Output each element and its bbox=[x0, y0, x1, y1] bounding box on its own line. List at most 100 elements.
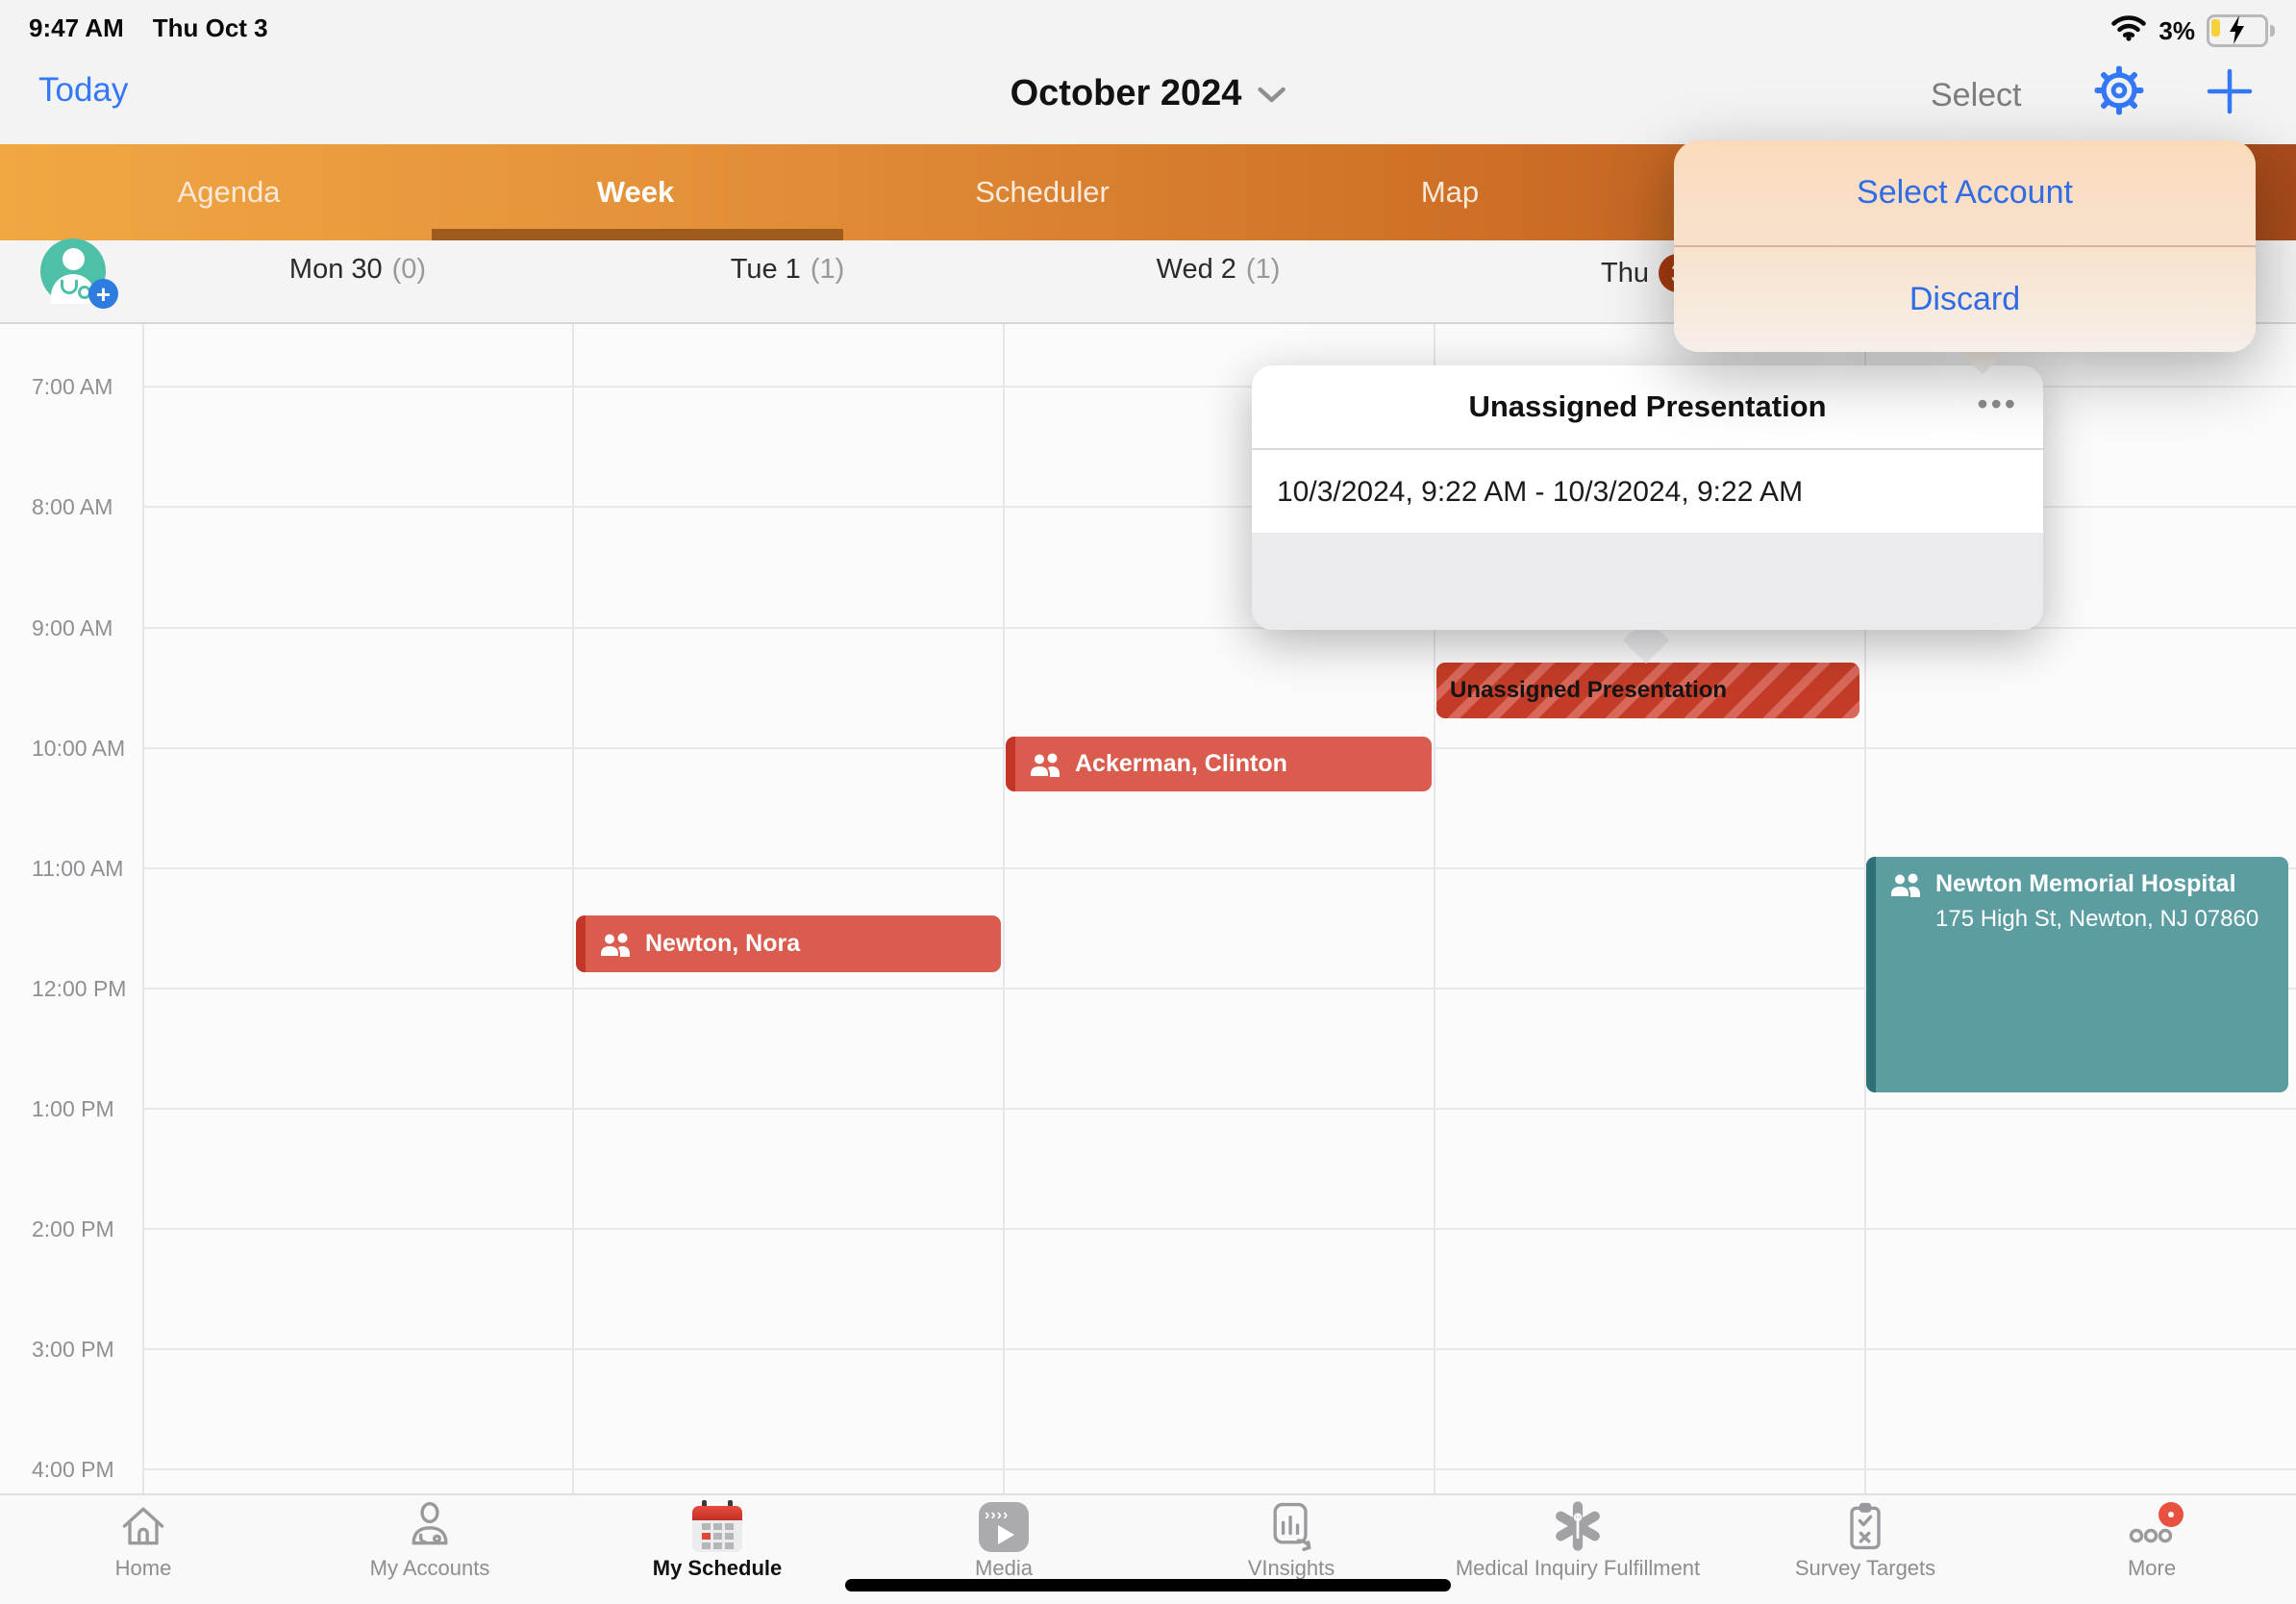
day-count: (1) bbox=[1245, 254, 1281, 285]
bottom-tab-more[interactable]: More bbox=[2009, 1498, 2295, 1581]
time-label: 3:00 PM bbox=[32, 1337, 114, 1362]
select-button[interactable]: Select bbox=[1931, 77, 2022, 113]
bottom-tab-label: More bbox=[2127, 1556, 2177, 1580]
my-schedule-icon bbox=[692, 1498, 742, 1554]
event-title: Ackerman, Clinton bbox=[1075, 750, 1287, 777]
media-icon: ›››› bbox=[979, 1498, 1029, 1554]
grid-vline bbox=[1003, 324, 1005, 1493]
avatar[interactable] bbox=[40, 238, 106, 304]
day-header-tue[interactable]: Tue 1 (1) bbox=[576, 254, 999, 286]
bottom-tab-label: Media bbox=[975, 1556, 1033, 1580]
bottom-tab-label: Home bbox=[114, 1556, 172, 1580]
event-detail-card: Unassigned Presentation ••• 10/3/2024, 9… bbox=[1252, 365, 2043, 630]
tab-map[interactable]: Map bbox=[1420, 175, 1480, 209]
medical-inquiry-icon bbox=[1551, 1498, 1605, 1554]
time-label: 7:00 AM bbox=[32, 374, 113, 399]
ellipsis-menu-button[interactable]: ••• bbox=[1977, 387, 2018, 421]
grid-vline bbox=[1434, 324, 1435, 1493]
status-date: Thu Oct 3 bbox=[152, 13, 268, 42]
grid-hline bbox=[142, 867, 2296, 869]
grid-hline bbox=[142, 1228, 2296, 1230]
bottom-tab-label: Survey Targets bbox=[1794, 1556, 1936, 1580]
context-popover: Select Account Discard bbox=[1674, 140, 2256, 352]
bottom-tab-home[interactable]: Home bbox=[0, 1498, 287, 1581]
wifi-icon bbox=[2110, 13, 2147, 48]
popover-divider bbox=[1674, 245, 2256, 247]
month-selector[interactable]: October 2024 bbox=[1011, 73, 1286, 114]
time-label: 11:00 AM bbox=[32, 856, 124, 881]
my-accounts-icon bbox=[403, 1498, 457, 1554]
grid-hline bbox=[142, 1468, 2296, 1470]
chevron-down-icon bbox=[1257, 87, 1285, 109]
today-button[interactable]: Today bbox=[38, 71, 129, 109]
grid-vline bbox=[142, 324, 144, 1493]
more-icon bbox=[2120, 1498, 2184, 1554]
time-label: 12:00 PM bbox=[32, 976, 127, 1001]
avatar-body bbox=[51, 274, 95, 304]
day-label: Thu bbox=[1601, 257, 1649, 288]
time-label: 4:00 PM bbox=[32, 1457, 114, 1482]
menu-item-discard[interactable]: Discard bbox=[1909, 281, 2021, 317]
bottom-tab-survey-targets[interactable]: Survey Targets bbox=[1722, 1498, 2009, 1581]
grid-hline bbox=[142, 386, 2296, 388]
event-subtitle: 175 High St, Newton, NJ 07860 bbox=[1935, 906, 2259, 932]
grid-hline bbox=[142, 506, 2296, 508]
time-label: 9:00 AM bbox=[32, 615, 113, 640]
event-newton-nora[interactable]: Newton, Nora bbox=[576, 915, 1001, 972]
event-title: Unassigned Presentation bbox=[1450, 677, 1728, 703]
bottom-tab-my-accounts[interactable]: My Accounts bbox=[287, 1498, 573, 1581]
home-indicator[interactable] bbox=[845, 1579, 1451, 1591]
bottom-tab-label: Medical Inquiry Fulfillment bbox=[1455, 1556, 1701, 1580]
people-icon bbox=[1889, 872, 1924, 897]
day-label: Tue 1 bbox=[730, 254, 801, 285]
vinsights-icon bbox=[1264, 1498, 1318, 1554]
people-icon bbox=[1029, 752, 1063, 777]
gear-icon[interactable] bbox=[2094, 65, 2144, 120]
day-label: Mon 30 bbox=[288, 254, 383, 285]
grid-vline bbox=[572, 324, 574, 1493]
day-count: (0) bbox=[391, 254, 427, 285]
bottom-tab-label: VInsights bbox=[1247, 1556, 1335, 1580]
bottom-tab-medical-inquiry-fulfillment[interactable]: Medical Inquiry Fulfillment bbox=[1435, 1498, 1721, 1581]
tab-week[interactable]: Week bbox=[596, 175, 675, 209]
bottom-tab-label: My Accounts bbox=[369, 1556, 490, 1580]
event-card-datetime: 10/3/2024, 9:22 AM - 10/3/2024, 9:22 AM bbox=[1277, 476, 1804, 508]
avatar-add-icon[interactable]: + bbox=[88, 279, 118, 309]
battery-icon bbox=[2207, 14, 2275, 47]
battery-fill bbox=[2211, 19, 2220, 37]
bottom-tab-media[interactable]: ›››› Media bbox=[861, 1498, 1147, 1581]
status-time: 9:47 AM bbox=[29, 13, 124, 42]
tab-scheduler[interactable]: Scheduler bbox=[975, 175, 1110, 209]
grid-hline bbox=[142, 1108, 2296, 1110]
event-ackerman-clinton[interactable]: Ackerman, Clinton bbox=[1006, 737, 1432, 791]
day-count: (1) bbox=[810, 254, 845, 285]
grid-hline bbox=[142, 988, 2296, 990]
bottom-tab-label: My Schedule bbox=[652, 1556, 783, 1580]
home-icon bbox=[116, 1498, 170, 1554]
charging-bolt-icon bbox=[2226, 15, 2249, 51]
event-card-title: Unassigned Presentation bbox=[1252, 365, 2043, 450]
time-label: 2:00 PM bbox=[32, 1216, 114, 1241]
time-label: 8:00 AM bbox=[32, 494, 113, 519]
event-unassigned-presentation[interactable]: Unassigned Presentation bbox=[1436, 663, 1859, 718]
event-title: Newton Memorial Hospital bbox=[1935, 870, 2236, 897]
day-header-mon[interactable]: Mon 30 (0) bbox=[146, 254, 569, 286]
people-icon bbox=[599, 932, 634, 957]
grid-hline bbox=[142, 1348, 2296, 1350]
menu-item-select-account[interactable]: Select Account bbox=[1857, 174, 2073, 211]
status-bar-right: 3% bbox=[2110, 13, 2275, 48]
tab-agenda[interactable]: Agenda bbox=[177, 175, 281, 209]
avatar-head bbox=[62, 248, 85, 270]
event-newton-memorial-hospital[interactable]: Newton Memorial Hospital 175 High St, Ne… bbox=[1866, 857, 2288, 1092]
grid-hline bbox=[142, 627, 2296, 629]
time-label: 1:00 PM bbox=[32, 1096, 114, 1121]
bottom-tab-my-schedule[interactable]: My Schedule bbox=[574, 1498, 861, 1581]
bottom-tab-vinsights[interactable]: VInsights bbox=[1148, 1498, 1435, 1581]
active-tab-underline bbox=[432, 229, 843, 240]
status-bar-left: 9:47 AM Thu Oct 3 bbox=[29, 13, 268, 43]
day-header-wed[interactable]: Wed 2 (1) bbox=[1007, 254, 1430, 286]
event-title: Newton, Nora bbox=[645, 930, 801, 957]
add-button[interactable] bbox=[2206, 67, 2254, 120]
event-card-footer bbox=[1252, 533, 2043, 630]
